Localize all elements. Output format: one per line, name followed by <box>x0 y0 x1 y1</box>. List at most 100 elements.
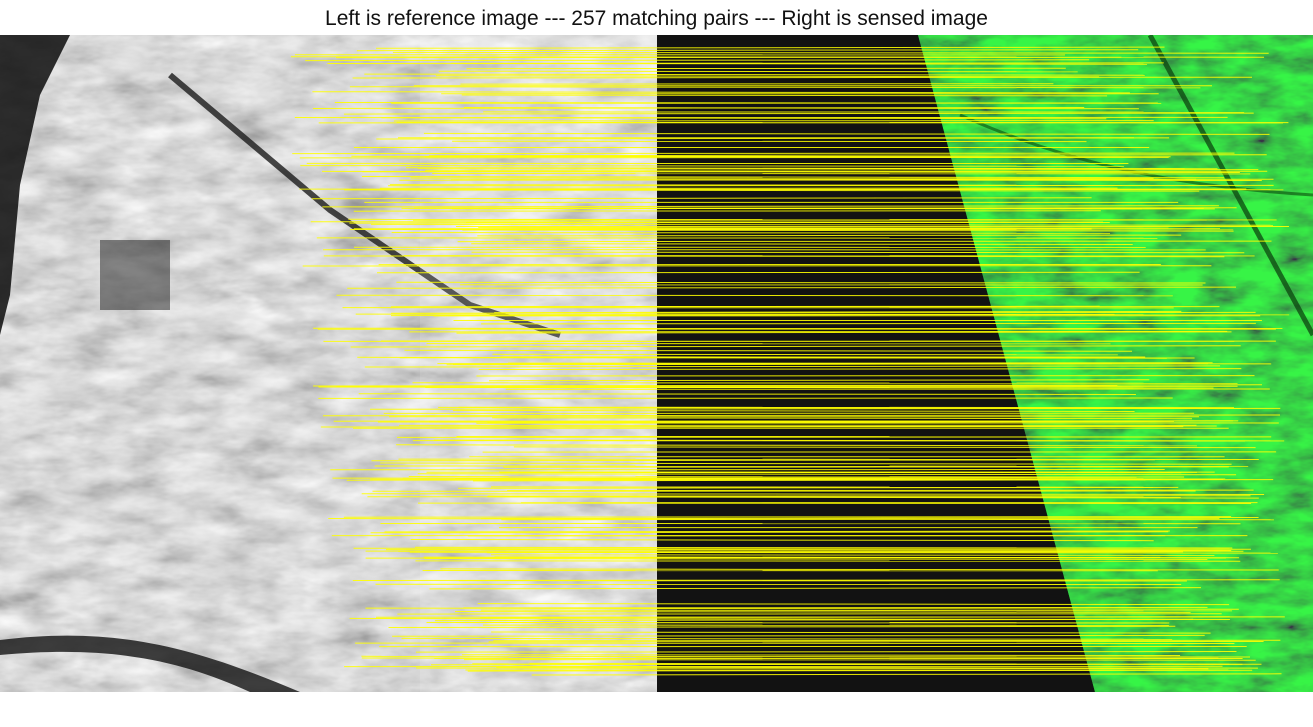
match-line <box>392 634 1205 637</box>
match-line <box>370 478 1146 481</box>
match-figure <box>0 35 1313 692</box>
match-line <box>351 155 1091 158</box>
match-line <box>412 382 1238 384</box>
match-line <box>416 667 1209 670</box>
match-line <box>313 384 1263 387</box>
match-line <box>456 331 1232 334</box>
match-line <box>396 281 1206 284</box>
match-line <box>358 393 1136 395</box>
match-line <box>464 659 1256 661</box>
match-line <box>452 409 1135 412</box>
match-line <box>376 46 1165 49</box>
match-line <box>365 607 1239 610</box>
match-line <box>488 379 1150 382</box>
match-line <box>417 473 1237 476</box>
match-line <box>361 657 1243 659</box>
match-line <box>440 568 1279 571</box>
match-line <box>463 107 1139 110</box>
match-line <box>513 446 1256 449</box>
match-line <box>364 73 1145 76</box>
match-line <box>321 170 1240 173</box>
match-line <box>435 75 1100 78</box>
match-line <box>492 353 1118 356</box>
match-line <box>336 294 1173 297</box>
match-line <box>299 188 1284 191</box>
match-line <box>305 59 1090 62</box>
match-line <box>299 156 1169 159</box>
match-line <box>482 178 1197 181</box>
match-line <box>496 666 1258 669</box>
match-line <box>417 167 1185 170</box>
match-line <box>401 637 1173 640</box>
match-line <box>423 132 1270 135</box>
match-line <box>391 311 1256 314</box>
match-line <box>461 654 1181 656</box>
match-line <box>494 310 1182 314</box>
match-line <box>438 70 1078 73</box>
match-line <box>344 189 1200 192</box>
match-line <box>300 165 1124 167</box>
match-line <box>493 639 1281 642</box>
match-line <box>409 551 1278 554</box>
match-line <box>392 51 1269 54</box>
match-line <box>352 76 1253 79</box>
match-line <box>347 286 1237 289</box>
match-line <box>376 137 1170 140</box>
match-line <box>370 531 1169 534</box>
match-line <box>492 417 1193 420</box>
match-line <box>490 554 1215 556</box>
match-line <box>480 616 1230 619</box>
match-line <box>376 271 1140 274</box>
match-line <box>410 539 1154 542</box>
match-line <box>429 154 1267 157</box>
match-line <box>463 606 1208 609</box>
match-line <box>428 420 1234 423</box>
match-line <box>384 530 1170 533</box>
match-line <box>322 414 1281 417</box>
match-line <box>501 518 1220 521</box>
match-line <box>350 345 1241 348</box>
match-line <box>477 234 1182 237</box>
match-line <box>357 356 1167 359</box>
match-line <box>294 117 1107 120</box>
match-line <box>529 662 1243 665</box>
match-line <box>364 365 1221 368</box>
match-line <box>461 94 1108 97</box>
match-line <box>380 462 1232 465</box>
match-line <box>370 223 1274 226</box>
match-line <box>480 609 1233 612</box>
match-line <box>438 406 1241 409</box>
match-line <box>397 436 1272 438</box>
match-line <box>343 112 1254 115</box>
match-line <box>446 363 1209 366</box>
match-line <box>292 152 1235 155</box>
match-line <box>312 91 1130 94</box>
match-line <box>371 459 1155 462</box>
match-line <box>396 444 1198 447</box>
match-line <box>507 489 1254 492</box>
match-line <box>349 228 1092 230</box>
match-line <box>322 205 1219 208</box>
match-line <box>462 229 1234 232</box>
match-line <box>332 477 1226 480</box>
match-line <box>426 622 1170 624</box>
match-line <box>477 603 1230 606</box>
match-line <box>481 322 1256 325</box>
match-line <box>480 517 1259 520</box>
match-line <box>414 546 1233 549</box>
match-line <box>311 197 1092 200</box>
match-line <box>356 49 1139 52</box>
match-line <box>494 556 1240 559</box>
match-line <box>429 587 1202 590</box>
match-line <box>361 493 1265 495</box>
match-line <box>409 330 1228 333</box>
match-line <box>415 651 1237 653</box>
match-line <box>466 67 1066 70</box>
match-line <box>361 655 1251 658</box>
match-line <box>355 313 1290 316</box>
match-line <box>457 240 1272 243</box>
match-line <box>435 618 1194 622</box>
match-line <box>425 169 1259 171</box>
match-line <box>336 385 1118 387</box>
match-line <box>454 611 1191 613</box>
